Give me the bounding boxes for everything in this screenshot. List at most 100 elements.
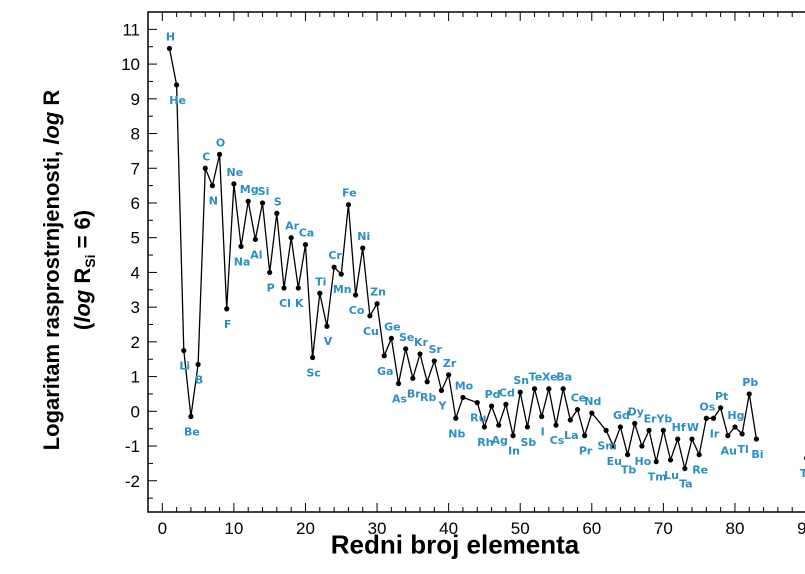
data-point-Ir [710, 415, 717, 421]
data-point-Ag [496, 422, 502, 428]
x-tick-label: 80 [725, 519, 744, 538]
element-label-B: B [195, 373, 203, 386]
data-point-Ga [381, 353, 387, 359]
element-label-Dy: Dy [628, 405, 644, 418]
data-point-Ne [231, 181, 237, 187]
element-label-Yb: Yb [655, 412, 672, 425]
y-tick-label: 9 [131, 90, 140, 109]
data-point-As [395, 380, 402, 387]
data-point-Li [181, 347, 187, 354]
element-label-Tb: Tb [621, 464, 637, 477]
data-point-Na [238, 243, 244, 249]
data-point-Sc [310, 354, 316, 361]
data-point-Mg [245, 198, 251, 204]
x-axis-title: Redni broj elementa [330, 529, 580, 560]
element-label-Sr: Sr [429, 343, 443, 356]
data-point-Co [352, 292, 359, 298]
data-point-Pr [582, 433, 588, 439]
element-label-Te: Te [529, 371, 543, 384]
x-tick-label: 40 [439, 519, 458, 538]
y-axis-title-line1: Logaritam rasprostrnjenosti, log R [39, 89, 64, 451]
element-label-Pt: Pt [715, 390, 728, 403]
data-point-Nb [453, 415, 459, 421]
element-label-Mn: Mn [333, 283, 352, 296]
element-label-S: S [274, 195, 282, 208]
element-label-Sm: Sm [597, 439, 616, 452]
data-point-Zn [374, 301, 380, 307]
element-label-Ga: Ga [377, 365, 393, 378]
data-point-Ar [288, 235, 294, 241]
x-tick-label: 60 [582, 519, 601, 538]
data-point-Ho [639, 443, 645, 449]
element-label-F: F [224, 318, 232, 331]
element-label-Ce: Ce [571, 392, 587, 405]
data-point-Dy [632, 420, 638, 427]
element-label-O: O [216, 136, 225, 149]
data-point-Re [696, 452, 702, 458]
data-point-Ru [474, 400, 480, 406]
element-label-Co: Co [349, 304, 365, 317]
element-label-Os: Os [699, 400, 715, 413]
y-tick-label: 6 [131, 194, 140, 213]
element-label-Pd: Pd [485, 388, 501, 401]
element-label-Xe: Xe [542, 371, 558, 384]
y-tick-label: 10 [121, 55, 140, 74]
element-label-Sc: Sc [306, 366, 320, 379]
element-label-N: N [209, 195, 218, 208]
data-point-Os [703, 415, 709, 421]
data-point-Cd [503, 401, 509, 407]
data-point-Cl [281, 285, 287, 291]
y-tick-label: 3 [131, 298, 140, 317]
element-label-As: As [392, 393, 408, 406]
data-point-Xe [546, 386, 552, 392]
data-point-Ba [560, 386, 566, 392]
data-point-Te [531, 386, 538, 392]
y-tick-label: 11 [122, 20, 140, 39]
element-label-Re: Re [692, 464, 708, 477]
element-label-Eu: Eu [607, 455, 622, 468]
data-point-Nd [589, 410, 595, 416]
element-label-Mg: Mg [240, 183, 259, 196]
data-point-K [295, 285, 301, 291]
element-label-Ni: Ni [357, 230, 370, 243]
data-point-La [567, 417, 573, 423]
element-label-Zn: Zn [370, 286, 386, 299]
element-labels: H He Li Be B C N O F Ne Na Mg Al Si P S Cl Ar K Ca Sc Ti V Cr Mn… [166, 30, 805, 490]
element-label-Ge: Ge [384, 320, 401, 333]
y-tick-label: -2 [125, 472, 140, 491]
element-label-Ta: Ta [679, 478, 693, 491]
data-point-Pb [746, 391, 752, 397]
element-label-Gd: Gd [613, 409, 630, 422]
x-tick-label: 70 [654, 519, 673, 538]
data-point-Y [438, 387, 445, 394]
data-point-Rb [424, 379, 430, 385]
data-point-Zr [446, 372, 452, 378]
data-point-Sr [431, 358, 437, 364]
element-label-Hg: Hg [727, 409, 744, 422]
element-label-Se: Se [399, 331, 414, 344]
element-label-Rh: Rh [477, 436, 493, 449]
element-label-Y: Y [437, 399, 447, 412]
element-label-Ho: Ho [635, 455, 652, 468]
data-point-S [274, 210, 280, 216]
element-label-Ru: Ru [470, 412, 486, 425]
data-point-Pd [488, 403, 495, 409]
data-point-Sb [524, 424, 530, 430]
data-point-Yb [660, 427, 666, 434]
data-point-Cu [367, 313, 373, 319]
data-point-Be [188, 413, 194, 420]
element-label-Ca: Ca [299, 227, 315, 240]
x-tick-label: 10 [224, 519, 243, 538]
data-point-Se [403, 346, 409, 352]
data-point-Ca [302, 242, 309, 248]
data-point-Al [252, 236, 258, 243]
y-tick-label: 2 [131, 333, 140, 352]
data-point-Ta [682, 465, 688, 472]
element-label-Sn: Sn [513, 374, 529, 387]
data-point-Mo [460, 394, 466, 401]
element-label-Bi: Bi [751, 448, 763, 461]
element-label-Ar: Ar [285, 220, 300, 233]
data-point-Br [410, 375, 416, 381]
element-label-In: In [508, 445, 520, 458]
element-label-Ne: Ne [227, 166, 244, 179]
